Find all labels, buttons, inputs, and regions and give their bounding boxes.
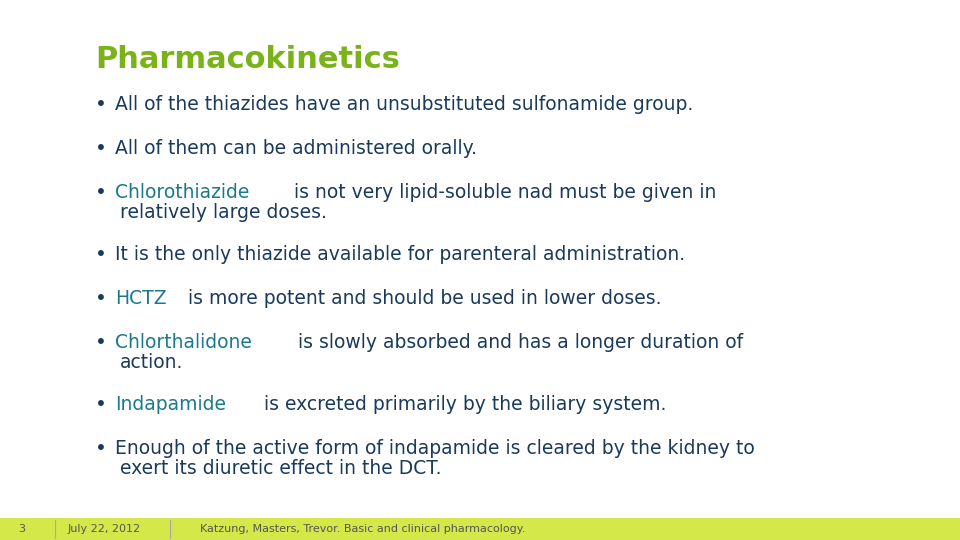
Text: •: • — [95, 95, 107, 114]
Text: All of the thiazides have an unsubstituted sulfonamide group.: All of the thiazides have an unsubstitut… — [115, 95, 693, 114]
Text: is not very lipid-soluble nad must be given in: is not very lipid-soluble nad must be gi… — [288, 183, 717, 202]
Text: Katzung, Masters, Trevor. Basic and clinical pharmacology.: Katzung, Masters, Trevor. Basic and clin… — [200, 524, 525, 534]
Text: July 22, 2012: July 22, 2012 — [68, 524, 141, 534]
Text: 3: 3 — [18, 524, 25, 534]
Text: •: • — [95, 139, 107, 158]
Text: Enough of the active form of indapamide is cleared by the kidney to: Enough of the active form of indapamide … — [115, 439, 755, 458]
Text: HCTZ: HCTZ — [115, 289, 167, 308]
Text: •: • — [95, 439, 107, 458]
Text: •: • — [95, 395, 107, 414]
Text: Indapamide: Indapamide — [115, 395, 226, 414]
Text: •: • — [95, 289, 107, 308]
Text: •: • — [95, 183, 107, 202]
Text: •: • — [95, 333, 107, 352]
Text: Chlorthalidone: Chlorthalidone — [115, 333, 252, 352]
Text: •: • — [95, 245, 107, 264]
Text: relatively large doses.: relatively large doses. — [120, 202, 326, 221]
Text: Chlorothiazide: Chlorothiazide — [115, 183, 250, 202]
Bar — [0, 518, 960, 540]
Text: It is the only thiazide available for parenteral administration.: It is the only thiazide available for pa… — [115, 245, 685, 264]
Text: Pharmacokinetics: Pharmacokinetics — [95, 45, 400, 74]
Text: is excreted primarily by the biliary system.: is excreted primarily by the biliary sys… — [258, 395, 666, 414]
Text: action.: action. — [120, 353, 183, 372]
Text: All of them can be administered orally.: All of them can be administered orally. — [115, 139, 477, 158]
Text: exert its diuretic effect in the DCT.: exert its diuretic effect in the DCT. — [120, 458, 442, 477]
Text: is more potent and should be used in lower doses.: is more potent and should be used in low… — [181, 289, 661, 308]
Text: is slowly absorbed and has a longer duration of: is slowly absorbed and has a longer dura… — [292, 333, 743, 352]
